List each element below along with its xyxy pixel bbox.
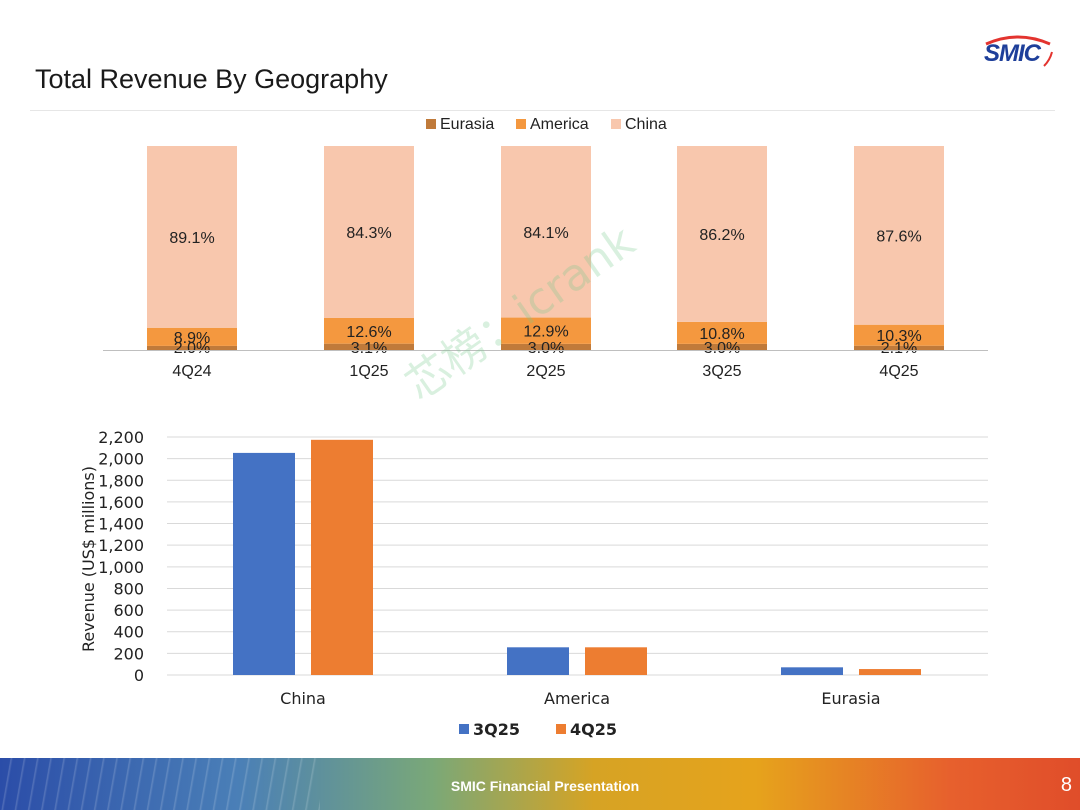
bar-4q25-america [585,647,647,675]
footer-label: SMIC Financial Presentation [450,778,640,794]
bar-china-1q25 [324,146,414,318]
bar-america-1q25 [324,317,414,344]
bar-3q25-america [507,647,569,675]
data-label-china-4q25: 87.6% [876,228,921,245]
legend-label-china: China [625,116,667,133]
bar-eurasia-4q25 [854,345,944,350]
y-tick-label: 1,000 [98,558,144,577]
legend-swatch-china [611,119,621,129]
y-tick-label: 1,200 [98,536,144,555]
y-tick-label: 2,200 [98,428,144,447]
bar-3q25-eurasia [781,667,843,675]
data-label-america-2q25: 12.9% [523,324,568,341]
bar-eurasia-1q25 [324,343,414,350]
legend-label-3q25: 3Q25 [473,720,520,739]
bar-eurasia-2q25 [501,343,591,350]
y-tick-label: 1,600 [98,493,144,512]
footer-bar: SMIC Financial Presentation 8 [0,758,1080,810]
data-label-china-4q24: 89.1% [169,230,214,247]
smic-logo: SMIC [978,34,1058,74]
bar-4q25-china [311,439,373,675]
data-label-eurasia-1q25: 3.1% [351,340,387,357]
geography-revenue-chart: 0 200 400 600 800 1,000 1,200 1,400 1,600 1,800 2,… [79,428,988,739]
x-tick-label-eurasia: Eurasia [821,689,880,708]
y-tick-label: 1,400 [98,515,144,534]
slide-title: Total Revenue By Geography [35,64,388,94]
data-label-america-1q25: 12.6% [346,324,391,341]
data-label-china-2q25: 84.1% [523,225,568,242]
data-label-eurasia-4q24: 2.0% [174,340,210,357]
bar-china-3q25 [677,146,767,322]
bar-america-2q25 [501,317,591,344]
y-tick-label: 1,800 [98,471,144,490]
legend-label-eurasia: Eurasia [440,116,494,133]
data-label-eurasia-3q25: 3.0% [704,340,740,357]
bar-3q25-china [233,452,295,675]
footer-decoration [0,758,320,810]
legend-label-america: America [530,116,589,133]
y-tick-label: 2,000 [98,450,144,469]
page-number: 8 [1060,774,1072,796]
legend-swatch-america [516,119,526,129]
bar-eurasia-3q25 [677,343,767,350]
y-tick-label: 600 [113,601,144,620]
bar-america-4q25 [854,324,944,346]
x-tick-label-1q25: 1Q25 [349,363,388,380]
x-tick-label-3q25: 3Q25 [702,363,741,380]
bar-china-4q24 [147,146,237,328]
x-tick-label-4q25: 4Q25 [879,363,918,380]
legend-swatch-3q25 [459,724,469,734]
geography-share-chart: Eurasia America China 2.0%8.9% 89.1% 4Q24 3.1%… [103,116,988,380]
x-tick-label-2q25: 2Q25 [526,363,565,380]
logo-text: SMIC [984,40,1041,67]
logo-swoosh-icon [985,35,1053,67]
data-label-america-4q24: 8.9% [174,330,210,347]
y-tick-label: 800 [113,579,144,598]
bar-china-2q25 [501,146,591,318]
x-tick-label-4q24: 4Q24 [172,363,211,380]
legend-swatch-eurasia [426,119,436,129]
legend-label-4q25: 4Q25 [570,720,617,739]
data-label-america-4q25: 10.3% [876,328,921,345]
data-label-eurasia-2q25: 3.0% [528,340,564,357]
y-tick-label: 400 [113,623,144,642]
x-tick-label-china: China [280,689,326,708]
bar-4q25-eurasia [859,669,921,675]
title-divider [30,110,1055,111]
data-label-eurasia-4q25: 2.1% [881,340,917,357]
bar-china-4q25 [854,146,944,325]
data-label-america-3q25: 10.8% [699,326,744,343]
bar-eurasia-4q24 [147,345,237,350]
data-label-china-3q25: 86.2% [699,227,744,244]
data-label-china-1q25: 84.3% [346,225,391,242]
y-tick-label: 0 [134,666,144,685]
legend-swatch-4q25 [556,724,566,734]
y-axis-title: Revenue (US$ millions) [79,466,98,652]
bar-america-4q24 [147,327,237,346]
y-tick-label: 200 [113,644,144,663]
bar-america-3q25 [677,321,767,344]
x-tick-label-america: America [544,689,610,708]
